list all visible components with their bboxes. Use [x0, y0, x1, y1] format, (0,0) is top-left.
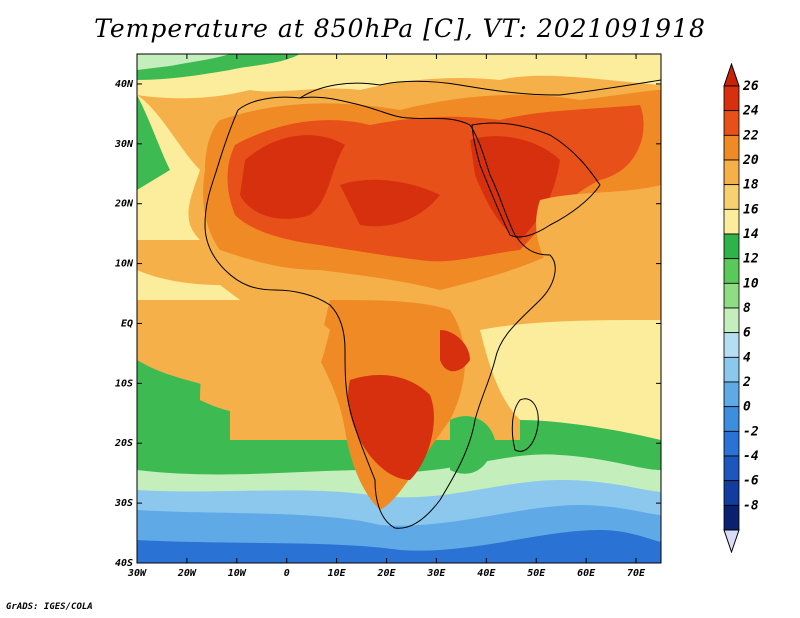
map-frame [136, 53, 662, 564]
y-tick-label: 30N [114, 139, 134, 150]
colorbar-label: 20 [742, 153, 759, 168]
colorbar-label: 24 [742, 104, 759, 119]
colorbar-label: 2 [742, 375, 751, 390]
x-tick-label: 60E [577, 568, 596, 579]
colorbar-swatch [723, 356, 740, 383]
colorbar-label: 16 [743, 202, 759, 217]
colorbar-swatch [723, 159, 740, 186]
field-gulf-guinea [200, 300, 330, 415]
colorbar-swatch [723, 282, 740, 309]
field-westcoast-green [137, 95, 170, 190]
field-europe-mint [137, 54, 230, 70]
y-tick-label: 40S [115, 558, 133, 569]
field-sahara-core [240, 135, 345, 219]
field-north-paleyellow [137, 54, 661, 99]
y-tick-label: 40N [115, 79, 134, 90]
x-tick-label: 70E [627, 568, 646, 579]
colorbar-swatch [723, 258, 740, 284]
mediterranean-coastline [299, 79, 661, 99]
grads-credit: GrADS: IGES/COLA [6, 602, 93, 612]
colorbar-label: 14 [743, 227, 759, 242]
field-atlantic-paleyellow [137, 270, 240, 300]
colorbar-swatch [723, 208, 740, 235]
colorbar-label: 8 [743, 301, 751, 316]
chart-title: Temperature at 850hPa [C], VT: 202109191… [94, 14, 706, 43]
axis-ticks: 30W 20W 10W 0 10E 20E 30E 40E 50E 60E 70E 40N 30N 20N… [114, 54, 661, 579]
field-atlantic-green [137, 360, 230, 440]
colorbar-label: 26 [742, 79, 759, 94]
field-arabiansea [536, 185, 661, 300]
field-indianocean [480, 320, 661, 440]
x-tick-label: 50E [527, 568, 546, 579]
x-tick-label: 30W [127, 568, 147, 579]
colorbar-label: -2 [743, 424, 759, 439]
x-tick-label: 30E [426, 568, 446, 579]
field-tanzania-core [440, 330, 470, 372]
colorbar-label: 18 [743, 178, 759, 193]
colorbar-label: 4 [743, 350, 751, 365]
colorbar-swatch [723, 134, 740, 161]
coastlines [204, 79, 661, 529]
colorbar-swatch [723, 455, 740, 482]
colorbar-swatch [723, 233, 740, 260]
colorbar-swatch [723, 184, 740, 210]
x-tick-label: 40E [477, 568, 496, 579]
x-tick-label: 20W [177, 568, 197, 579]
colorbar-swatch [723, 430, 740, 457]
y-tick-label: 10S [115, 378, 133, 389]
colorbar-swatch [723, 480, 740, 506]
y-tick-label: 20S [114, 438, 133, 449]
field-angola-core [348, 375, 434, 480]
colorbar-swatch [723, 332, 740, 358]
y-tick-label: 30S [114, 498, 133, 509]
colorbar-label: 12 [743, 252, 759, 267]
colorbar-swatch [723, 504, 740, 531]
y-tick-label: 20N [114, 199, 134, 210]
colorbar-top-arrow [723, 62, 740, 87]
colorbar-swatch [723, 406, 740, 432]
colorbar-label: 22 [742, 128, 759, 143]
x-tick-label: 0 [284, 568, 290, 579]
x-tick-label: 20E [376, 568, 396, 579]
x-tick-label: 10E [328, 568, 347, 579]
madagascar-coastline [511, 398, 539, 452]
colorbar-label: -4 [743, 449, 759, 464]
colorbar-label: 0 [743, 400, 751, 415]
colorbar-bottom-arrow [723, 529, 740, 554]
africa-coastline [204, 96, 556, 529]
field-sahel-core [340, 179, 440, 227]
colorbar-swatch [723, 381, 740, 408]
y-tick-label: EQ [121, 318, 133, 329]
colorbar-swatch [723, 110, 740, 136]
field-mozambique-green [450, 416, 495, 474]
colorbar-label: 10 [743, 276, 759, 291]
field-indianocean-green [520, 420, 661, 470]
y-tick-label: 10N [115, 259, 134, 270]
colorbar-label: 6 [743, 326, 751, 341]
colorbar-label: -6 [743, 474, 759, 489]
x-tick-label: 10W [228, 568, 247, 579]
colorbar-label: -8 [743, 498, 759, 513]
arabia-coastline [471, 122, 601, 238]
field-darkblue-band [137, 530, 661, 563]
colorbar-swatch [723, 307, 740, 334]
colorbar-swatch [723, 85, 740, 112]
temperature-field [137, 54, 661, 563]
